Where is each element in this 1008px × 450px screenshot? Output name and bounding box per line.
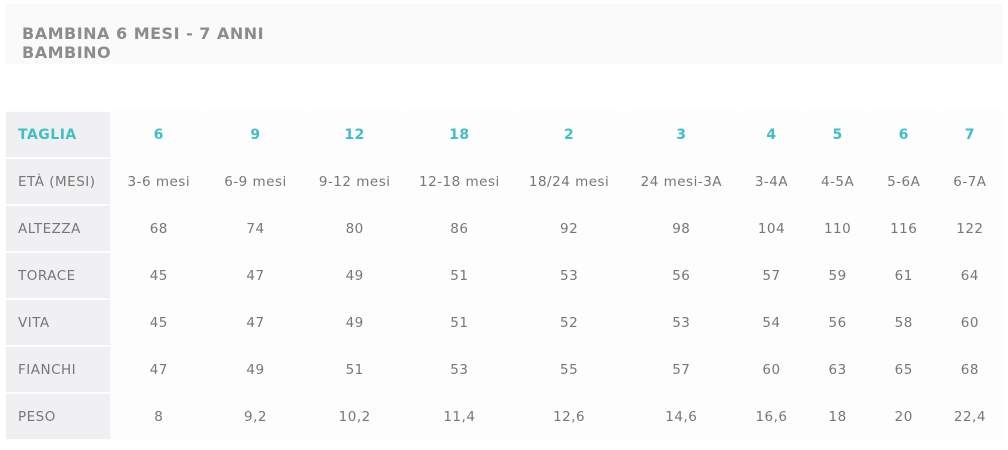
table-cell: 68 (937, 347, 1002, 392)
table-cell: 12,6 (514, 394, 624, 439)
table-cell: 6 (871, 112, 936, 157)
row-label: FIANCHI (6, 347, 111, 392)
table-row: VITA 45 47 49 51 52 53 54 56 58 60 (6, 300, 1002, 345)
table-cell: 2 (514, 112, 624, 157)
table-cell: 49 (305, 300, 404, 345)
table-cell: 68 (112, 206, 206, 251)
table-cell: 56 (805, 300, 870, 345)
table-row: ALTEZZA 68 74 80 86 92 98 104 110 116 122 (6, 206, 1002, 251)
table-cell: 3-6 mesi (112, 159, 206, 204)
table-cell: 80 (305, 206, 404, 251)
row-label: ALTEZZA (6, 206, 111, 251)
table-cell: 51 (405, 253, 513, 298)
table-row: TAGLIA 6 9 12 18 2 3 4 5 6 7 (6, 112, 1002, 157)
table-cell: 55 (514, 347, 624, 392)
table-cell: 64 (937, 253, 1002, 298)
table-cell: 86 (405, 206, 513, 251)
table-cell: 60 (937, 300, 1002, 345)
table-cell: 56 (625, 253, 738, 298)
table-cell: 58 (871, 300, 936, 345)
table-cell: 24 mesi-3A (625, 159, 738, 204)
table-cell: 45 (112, 253, 206, 298)
table-cell: 60 (739, 347, 804, 392)
table-cell: 54 (739, 300, 804, 345)
table-cell: 4 (739, 112, 804, 157)
table-row: TORACE 45 47 49 51 53 56 57 59 61 64 (6, 253, 1002, 298)
table-cell: 12 (305, 112, 404, 157)
table-cell: 53 (514, 253, 624, 298)
table-cell: 52 (514, 300, 624, 345)
table-cell: 16,6 (739, 394, 804, 439)
row-label: TAGLIA (6, 112, 111, 157)
table-cell: 5-6A (871, 159, 936, 204)
row-label: ETÀ (MESI) (6, 159, 111, 204)
table-cell: 6 (112, 112, 206, 157)
row-label: TORACE (6, 253, 111, 298)
table-cell: 98 (625, 206, 738, 251)
table-cell: 57 (739, 253, 804, 298)
table-cell: 47 (112, 347, 206, 392)
table-cell: 92 (514, 206, 624, 251)
table-cell: 18 (805, 394, 870, 439)
table-cell: 3-4A (739, 159, 804, 204)
table-cell: 53 (405, 347, 513, 392)
table-cell: 18/24 mesi (514, 159, 624, 204)
subtitle: BAMBINO (22, 43, 112, 62)
table-cell: 65 (871, 347, 936, 392)
row-label: VITA (6, 300, 111, 345)
table-row: FIANCHI 47 49 51 53 55 57 60 63 65 68 (6, 347, 1002, 392)
table-cell: 14,6 (625, 394, 738, 439)
table-cell: 110 (805, 206, 870, 251)
table-cell: 61 (871, 253, 936, 298)
table-cell: 6-9 mesi (207, 159, 304, 204)
table-cell: 47 (207, 300, 304, 345)
header: BAMBINA 6 MESI - 7 ANNI BAMBINO (6, 4, 1002, 64)
table-cell: 104 (739, 206, 804, 251)
table-body: TAGLIA 6 9 12 18 2 3 4 5 6 7 ETÀ (MESI) 3-6 mesi 6-9 … (6, 112, 1002, 439)
table-cell: 116 (871, 206, 936, 251)
table-cell: 49 (207, 347, 304, 392)
row-label: PESO (6, 394, 111, 439)
table-cell: 9 (207, 112, 304, 157)
table-cell: 11,4 (405, 394, 513, 439)
table-cell: 9,2 (207, 394, 304, 439)
table-cell: 47 (207, 253, 304, 298)
table-cell: 8 (112, 394, 206, 439)
table-cell: 22,4 (937, 394, 1002, 439)
table-cell: 18 (405, 112, 513, 157)
table-cell: 6-7A (937, 159, 1002, 204)
table-cell: 51 (305, 347, 404, 392)
table-cell: 9-12 mesi (305, 159, 404, 204)
table-cell: 53 (625, 300, 738, 345)
table-cell: 20 (871, 394, 936, 439)
table-row: ETÀ (MESI) 3-6 mesi 6-9 mesi 9-12 mesi 12-18… (6, 159, 1002, 204)
table-cell: 12-18 mesi (405, 159, 513, 204)
table-cell: 122 (937, 206, 1002, 251)
table-cell: 74 (207, 206, 304, 251)
title: BAMBINA 6 MESI - 7 ANNI (22, 24, 265, 43)
table-cell: 63 (805, 347, 870, 392)
table-cell: 10,2 (305, 394, 404, 439)
table-cell: 3 (625, 112, 738, 157)
table-row: PESO 8 9,2 10,2 11,4 12,6 14,6 16,6 18 20 22,4 (6, 394, 1002, 439)
size-table: TAGLIA 6 9 12 18 2 3 4 5 6 7 ETÀ (MESI) 3-6 mesi 6-9 … (4, 110, 1004, 441)
table-cell: 57 (625, 347, 738, 392)
table-cell: 7 (937, 112, 1002, 157)
table-cell: 4-5A (805, 159, 870, 204)
table-cell: 51 (405, 300, 513, 345)
table-cell: 59 (805, 253, 870, 298)
table-cell: 49 (305, 253, 404, 298)
table-cell: 45 (112, 300, 206, 345)
table-cell: 5 (805, 112, 870, 157)
